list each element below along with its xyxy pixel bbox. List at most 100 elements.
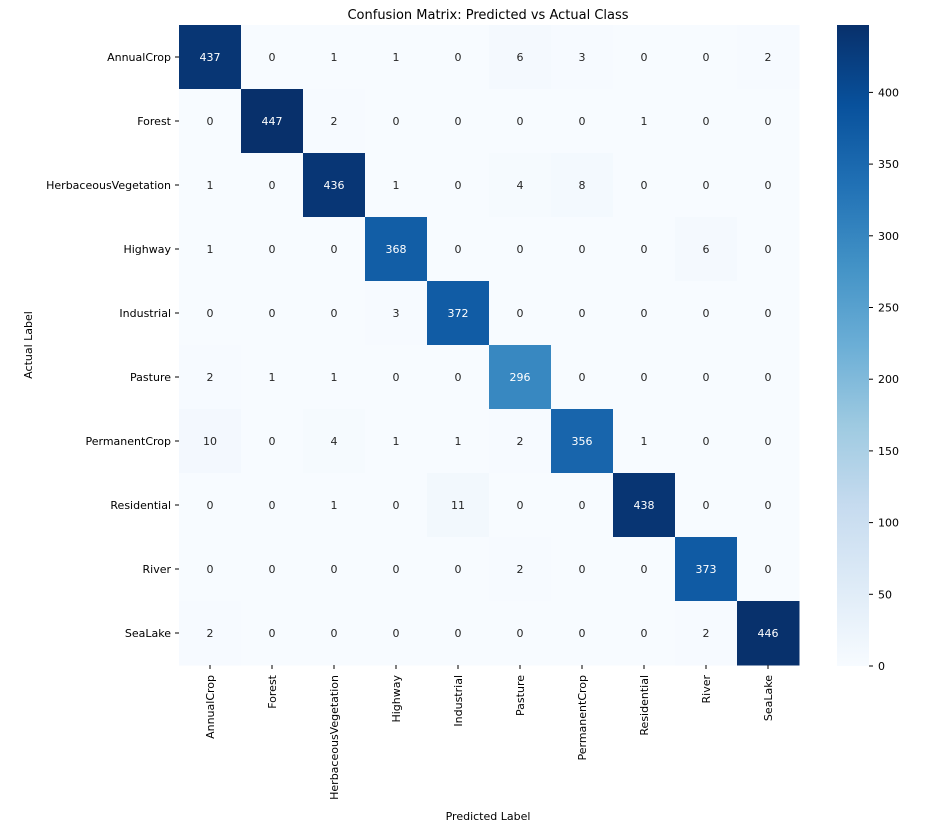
cell-value-label: 0	[579, 371, 586, 384]
heatmap-cell	[489, 281, 552, 346]
heatmap-cells: 437 0 1 1 0 6 3 0 0 20 447 2 0 0 0 0 1 0 01 0 436 1 0 4 8 0 0 01 0 0 3…	[179, 25, 800, 666]
cell-value-label: 3	[579, 51, 586, 64]
cell-value-label: 1	[207, 179, 214, 192]
heatmap-cell	[365, 217, 428, 282]
heatmap-cell	[551, 537, 614, 602]
x-tick-label: Industrial	[452, 675, 465, 727]
cell-value-label: 0	[703, 307, 710, 320]
y-tick-label: AnnualCrop	[107, 51, 171, 64]
heatmap-cell	[489, 537, 552, 602]
cell-value-label: 0	[517, 243, 524, 256]
colorbar-tick-label: 100	[878, 517, 899, 530]
cell-value-label: 2	[207, 371, 214, 384]
x-tick-label: Forest	[266, 674, 279, 708]
heatmap-cell	[303, 153, 366, 218]
cell-value-label: 1	[331, 371, 338, 384]
heatmap-cell	[427, 25, 490, 90]
x-axis-label: Predicted Label	[446, 810, 531, 823]
heatmap-cell	[365, 25, 428, 90]
cell-value-label: 437	[200, 51, 221, 64]
cell-value-label: 0	[455, 115, 462, 128]
y-tick-label: SeaLake	[125, 627, 171, 640]
cell-value-label: 0	[517, 307, 524, 320]
cell-value-label: 6	[517, 51, 524, 64]
cell-value-label: 446	[758, 627, 779, 640]
cell-value-label: 0	[269, 563, 276, 576]
heatmap-cell	[427, 601, 490, 666]
heatmap-cell	[241, 153, 304, 218]
cell-value-label: 0	[579, 243, 586, 256]
heatmap-cell	[737, 89, 800, 154]
heatmap-cell	[179, 473, 242, 538]
heatmap-cell	[303, 345, 366, 410]
cell-value-label: 2	[331, 115, 338, 128]
colorbar	[837, 25, 869, 666]
heatmap-cell	[737, 153, 800, 218]
heatmap-cell	[613, 345, 676, 410]
heatmap-cell	[427, 537, 490, 602]
heatmap-cell	[737, 601, 800, 666]
cell-value-label: 0	[455, 563, 462, 576]
heatmap-cell	[241, 537, 304, 602]
cell-value-label: 0	[641, 563, 648, 576]
heatmap-cell	[675, 537, 738, 602]
cell-value-label: 0	[579, 627, 586, 640]
cell-value-label: 436	[324, 179, 345, 192]
heatmap-cell	[241, 601, 304, 666]
y-tick-label: Pasture	[130, 371, 171, 384]
cell-value-label: 11	[451, 499, 465, 512]
cell-value-label: 0	[703, 371, 710, 384]
cell-value-label: 368	[386, 243, 407, 256]
heatmap-cell	[613, 473, 676, 538]
cell-value-label: 1	[207, 243, 214, 256]
heatmap-cell	[613, 409, 676, 474]
heatmap-cell	[365, 281, 428, 346]
cell-value-label: 0	[765, 307, 772, 320]
heatmap-cell	[737, 409, 800, 474]
cell-value-label: 3	[393, 307, 400, 320]
y-tick-label: Industrial	[119, 307, 171, 320]
colorbar-tick-label: 150	[878, 445, 899, 458]
heatmap-cell	[179, 537, 242, 602]
cell-value-label: 0	[455, 51, 462, 64]
cell-value-label: 0	[269, 435, 276, 448]
heatmap-cell	[551, 153, 614, 218]
heatmap-cell	[489, 89, 552, 154]
cell-value-label: 0	[517, 627, 524, 640]
heatmap-cell	[365, 409, 428, 474]
heatmap-cell	[303, 537, 366, 602]
heatmap-cell	[427, 153, 490, 218]
cell-value-label: 0	[765, 115, 772, 128]
heatmap-cell	[241, 281, 304, 346]
heatmap-cell	[737, 281, 800, 346]
heatmap-cell	[737, 217, 800, 282]
cell-value-label: 1	[393, 179, 400, 192]
cell-value-label: 4	[517, 179, 524, 192]
cell-value-label: 2	[517, 435, 524, 448]
heatmap-cell	[613, 153, 676, 218]
cell-value-label: 438	[634, 499, 655, 512]
heatmap-cell	[365, 89, 428, 154]
cell-value-label: 0	[579, 307, 586, 320]
heatmap-cell	[179, 601, 242, 666]
heatmap-cell	[303, 25, 366, 90]
cell-value-label: 0	[393, 563, 400, 576]
cell-value-label: 0	[269, 179, 276, 192]
cell-value-label: 0	[579, 499, 586, 512]
cell-value-label: 0	[331, 563, 338, 576]
x-tick-label: Pasture	[514, 675, 527, 716]
heatmap-cell	[737, 473, 800, 538]
cell-value-label: 0	[703, 435, 710, 448]
y-tick-label: River	[143, 563, 172, 576]
heatmap-cell	[427, 409, 490, 474]
cell-value-label: 0	[207, 499, 214, 512]
cell-value-label: 0	[641, 627, 648, 640]
cell-value-label: 0	[393, 499, 400, 512]
heatmap-cell	[489, 153, 552, 218]
x-axis-ticks: AnnualCrop Forest HerbaceousVegetation High…	[204, 665, 775, 800]
heatmap-cell	[551, 409, 614, 474]
colorbar-tick-label: 400	[878, 86, 899, 99]
heatmap-cell	[241, 217, 304, 282]
heatmap-cell	[365, 537, 428, 602]
